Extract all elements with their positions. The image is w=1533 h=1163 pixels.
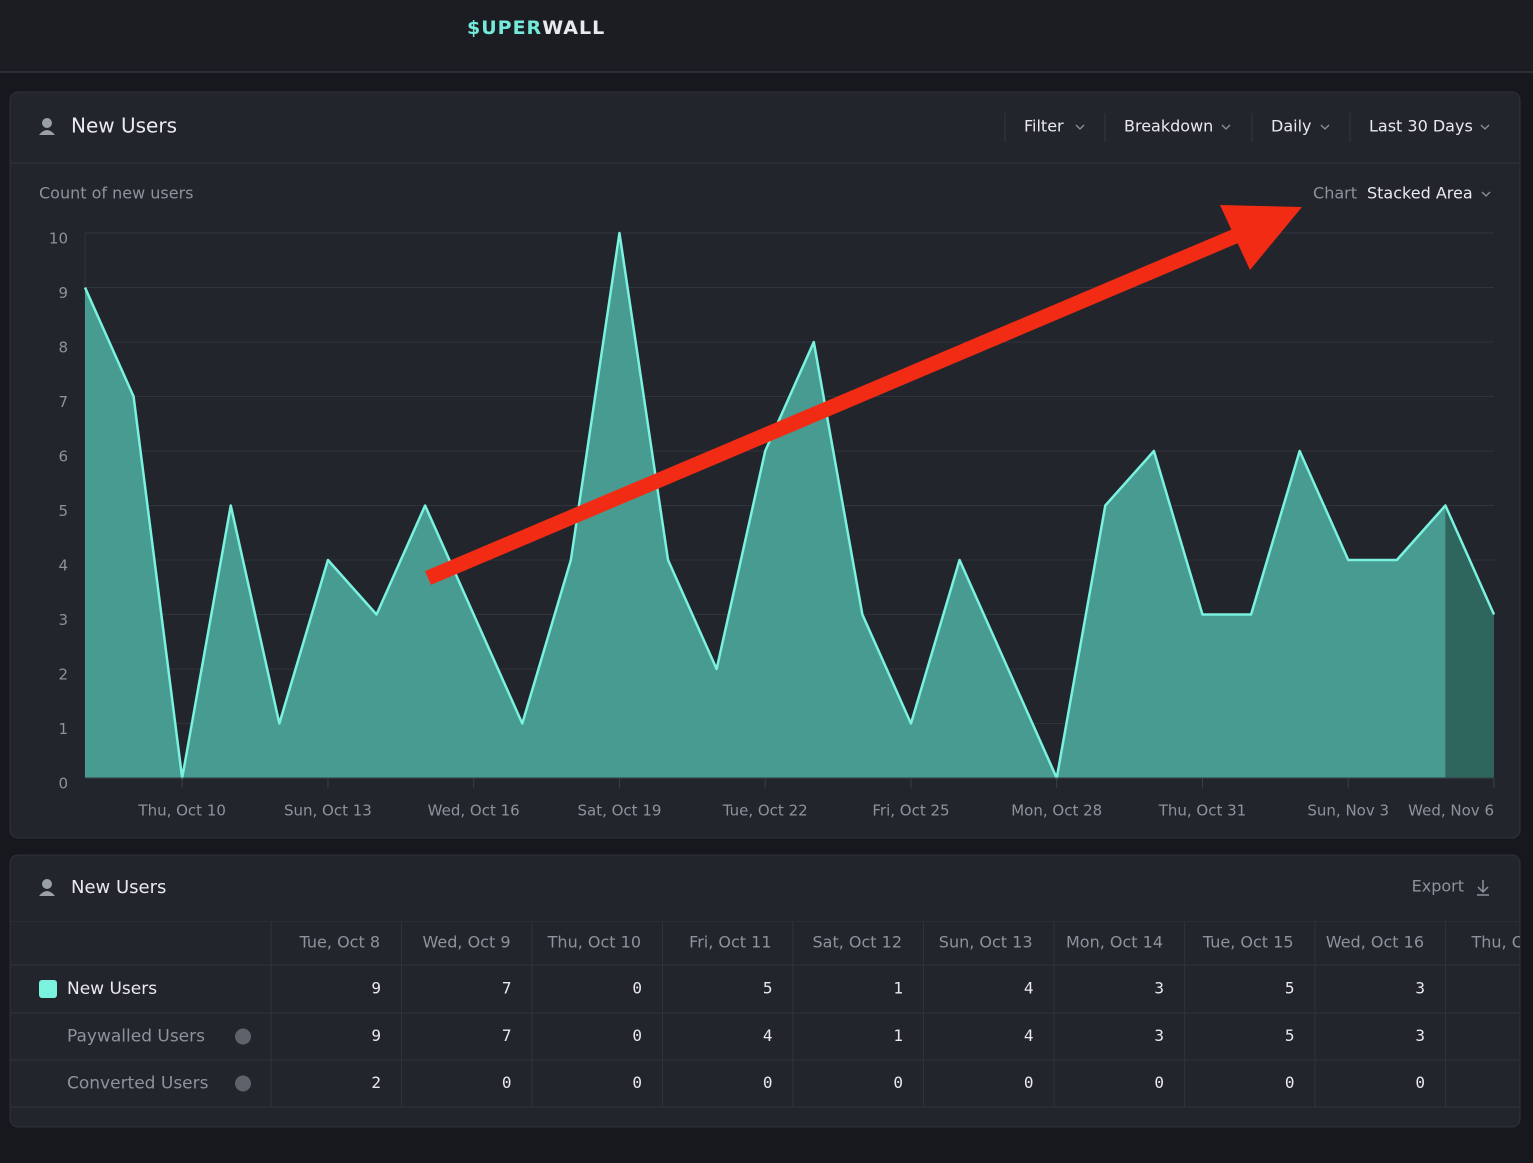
table-cell: 9 — [371, 979, 381, 998]
table-cell: 4 — [763, 1026, 773, 1045]
column-header: Wed, Oct 9 — [423, 933, 511, 952]
table-cell: 7 — [502, 1026, 512, 1045]
x-tick-label: Wed, Nov 6 — [1408, 802, 1494, 820]
table-cell: 1 — [893, 979, 903, 998]
table-cell: 0 — [1154, 1073, 1164, 1092]
x-tick-label: Sun, Nov 3 — [1307, 802, 1389, 820]
y-tick-label: 4 — [58, 557, 68, 575]
column-header: Mon, Oct 14 — [1066, 933, 1163, 952]
range-button[interactable]: Last 30 Days — [1369, 117, 1473, 136]
annotation-arrow — [425, 205, 1302, 585]
breakdown-button[interactable]: Breakdown — [1124, 117, 1213, 136]
table-cell: 0 — [1024, 1073, 1034, 1092]
export-button[interactable]: Export — [1412, 877, 1464, 896]
table-cell: 0 — [1415, 1073, 1425, 1092]
line — [83, 231, 1496, 780]
chart-type-select[interactable]: Stacked Area — [1367, 184, 1473, 203]
y-tick-label: 8 — [58, 339, 68, 357]
info-icon — [235, 1028, 251, 1045]
table-panel — [9, 854, 1521, 1128]
y-tick-label: 3 — [58, 611, 68, 629]
panel-title: New Users — [71, 114, 177, 138]
table-cell: 0 — [1285, 1073, 1295, 1092]
column-header: Sat, Oct 12 — [812, 933, 902, 952]
x-tick-label: Tue, Oct 22 — [722, 802, 808, 820]
column-header: Sun, Oct 13 — [939, 933, 1033, 952]
chevrons — [1075, 124, 1491, 197]
logo-text: WALL — [542, 17, 605, 39]
incomplete-period — [1445, 505, 1494, 778]
row-label: New Users — [67, 979, 157, 999]
table-cell: 9 — [371, 1026, 381, 1045]
y-tick-label: 6 — [58, 448, 68, 466]
table-cell: 0 — [763, 1073, 773, 1092]
x-tick-label: Fri, Oct 25 — [872, 802, 949, 820]
table-cell: 3 — [1154, 979, 1164, 998]
y-tick-label: 0 — [58, 775, 68, 793]
table-cell: 5 — [1285, 979, 1295, 998]
table-cell: 2 — [371, 1073, 381, 1092]
user-icon — [39, 879, 55, 896]
x-tick-label: Sat, Oct 19 — [577, 802, 661, 820]
column-header: Tue, Oct 15 — [1202, 933, 1294, 952]
logo-accent: $UPER — [467, 17, 542, 39]
y-tick-label: 7 — [58, 393, 68, 411]
row-label: Paywalled Users — [67, 1027, 205, 1047]
table-cell: 5 — [1285, 1026, 1295, 1045]
interval-button[interactable]: Daily — [1271, 117, 1311, 136]
x-tick-label: Wed, Oct 16 — [428, 802, 520, 820]
table-cell: 1 — [893, 1026, 903, 1045]
info-icon — [235, 1075, 251, 1092]
table-cell: 4 — [1024, 979, 1034, 998]
top-bar — [0, 0, 1533, 72]
table-cell: 4 — [1024, 1026, 1034, 1045]
series-swatch — [39, 980, 57, 998]
table-cell: 7 — [502, 979, 512, 998]
column-header: Tue, Oct 8 — [299, 933, 380, 952]
chart-subtitle: Count of new users — [39, 184, 194, 203]
y-tick-label: 5 — [58, 502, 68, 520]
user-icon — [39, 118, 55, 135]
row-label: Converted Users — [67, 1074, 209, 1094]
y-tick-label: 2 — [58, 666, 68, 684]
filter-button[interactable]: Filter — [1024, 117, 1064, 136]
x-tick-label: Mon, Oct 28 — [1011, 802, 1102, 820]
table-cell: 5 — [763, 979, 773, 998]
table-cell: 0 — [632, 979, 642, 998]
table-cell: 0 — [502, 1073, 512, 1092]
x-tick-label: Thu, Oct 31 — [1158, 802, 1247, 820]
table-cell: 0 — [893, 1073, 903, 1092]
column-header: Wed, Oct 16 — [1326, 933, 1424, 952]
export-icon — [1477, 880, 1489, 896]
y-tick-label: 10 — [49, 230, 68, 248]
table-cell: 0 — [632, 1026, 642, 1045]
table-cell: 3 — [1154, 1026, 1164, 1045]
y-tick-label: 1 — [58, 720, 68, 738]
area — [85, 233, 1494, 778]
x-tick-label: Thu, Oct 10 — [137, 802, 226, 820]
table-cell: 0 — [632, 1073, 642, 1092]
logo: $UPERWALL — [467, 17, 605, 39]
table-title: New Users — [71, 877, 166, 898]
column-header: Fri, Oct 11 — [689, 933, 771, 952]
table-cell: 3 — [1415, 979, 1425, 998]
column-header: Thu, Oct 10 — [547, 933, 641, 952]
table-cell: 3 — [1415, 1026, 1425, 1045]
column-header: Thu, Oct 17 — [1471, 933, 1533, 952]
x-tick-label: Sun, Oct 13 — [284, 802, 372, 820]
chart-type-label: Chart — [1313, 184, 1357, 203]
y-tick-label: 9 — [58, 284, 68, 302]
